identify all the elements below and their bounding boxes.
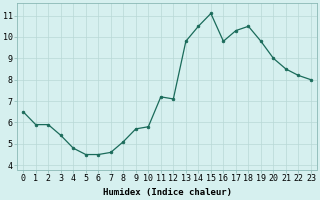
X-axis label: Humidex (Indice chaleur): Humidex (Indice chaleur) [103,188,232,197]
